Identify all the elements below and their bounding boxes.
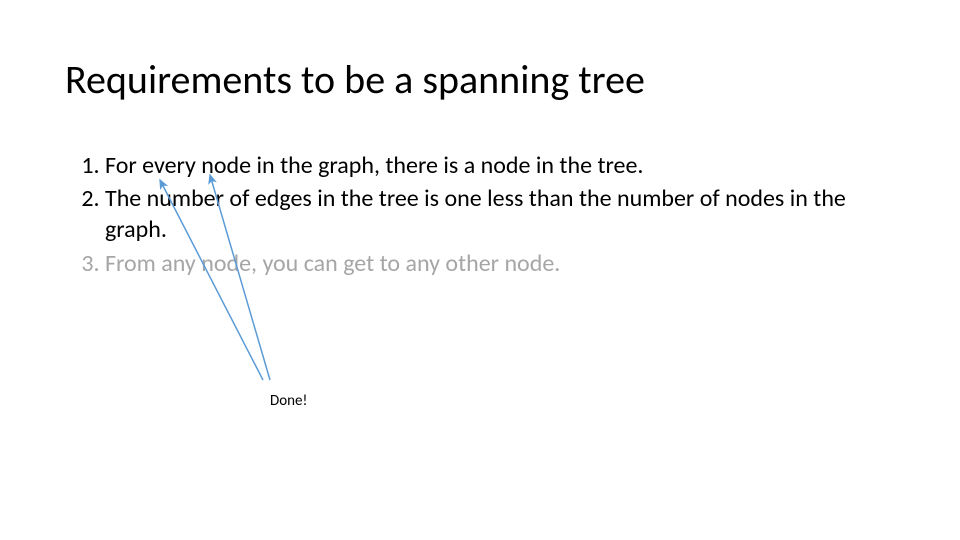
requirement-item: From any node, you can get to any other …	[105, 248, 895, 279]
slide-body: For every node in the graph, there is a …	[65, 150, 895, 281]
done-label: Done!	[270, 392, 307, 410]
slide: Requirements to be a spanning tree For e…	[0, 0, 960, 540]
requirements-list: For every node in the graph, there is a …	[65, 150, 895, 279]
requirement-item: For every node in the graph, there is a …	[105, 150, 895, 181]
requirement-item: The number of edges in the tree is one l…	[105, 183, 895, 245]
slide-title: Requirements to be a spanning tree	[65, 55, 645, 104]
